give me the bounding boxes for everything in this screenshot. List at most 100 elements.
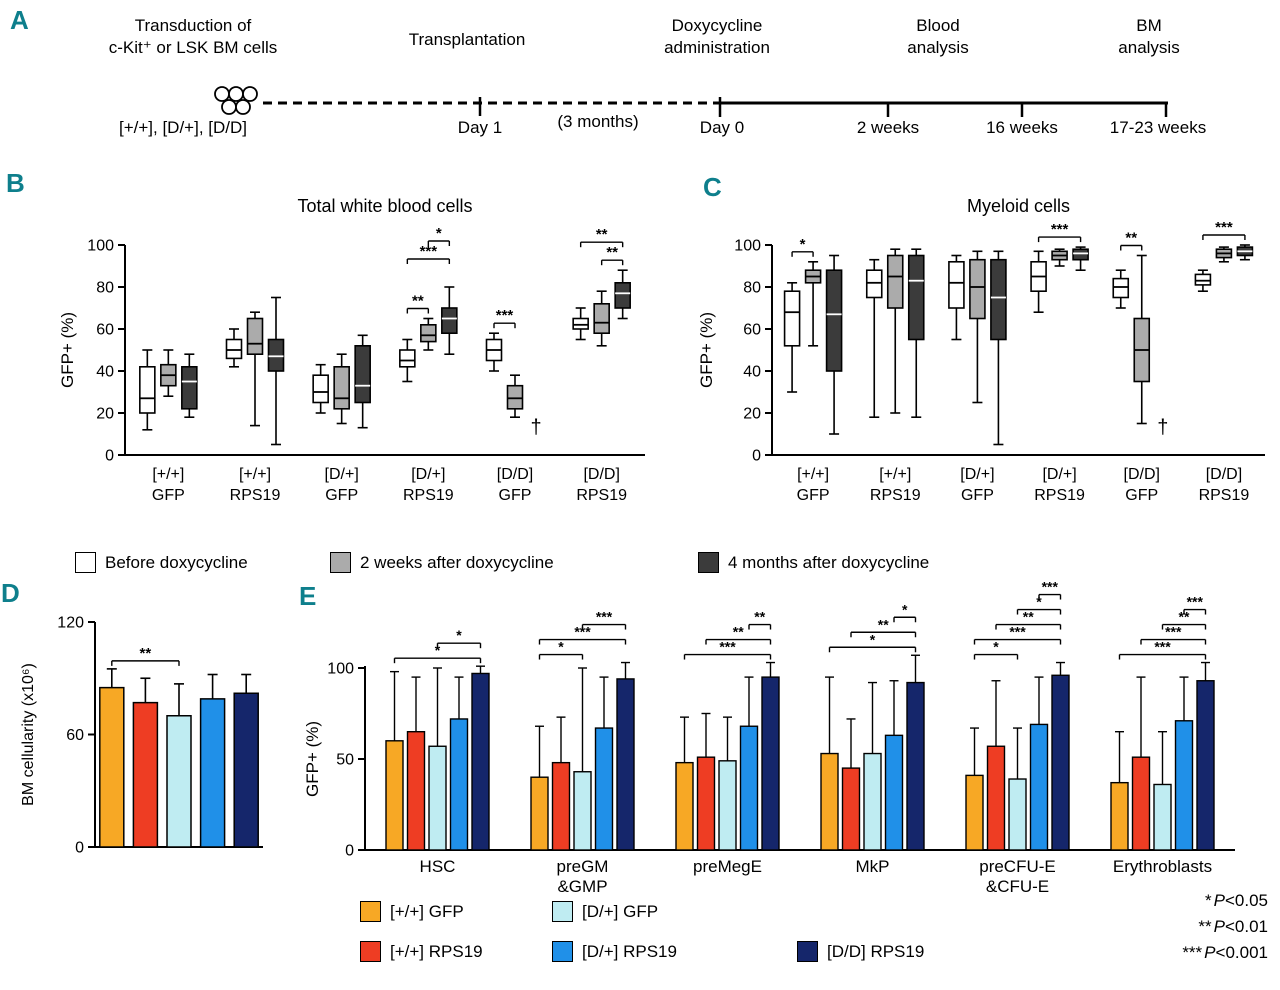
svg-text:[D/D]: [D/D]: [497, 466, 533, 483]
svg-text:GFP: GFP: [152, 487, 185, 504]
bm-cells-icon: [214, 86, 258, 115]
box-group-DD-GFP: [D/D] GFP † **: [1112, 230, 1168, 504]
svg-text:GFP: GFP: [325, 487, 358, 504]
svg-text:***: ***: [496, 307, 514, 324]
svg-text:80: 80: [96, 280, 114, 297]
stage-transduction-line1: Transduction of: [134, 16, 252, 35]
svg-text:**: **: [596, 226, 608, 243]
pvalue-val-2: <0.01: [1224, 917, 1268, 936]
panel-label-a: A: [10, 5, 29, 35]
box-group-DD-RPS19: [D/D] RPS19 ***: [1194, 219, 1254, 504]
box-group--GFP: [+/+] GFP: [139, 349, 198, 504]
stage-transplantation: Transplantation: [408, 30, 526, 49]
legend-swatch-wt-rps19: [360, 941, 381, 962]
bar-group-HSC: HSC * *: [385, 627, 490, 876]
svg-text:40: 40: [743, 364, 761, 381]
stage-blood-line1: Blood: [916, 16, 960, 35]
stage-bm-line1: BM: [1136, 16, 1162, 35]
svg-text:***: ***: [596, 609, 613, 625]
legend-label-wt-gfp: [+/+] GFP: [390, 901, 464, 921]
svg-text:[D/D]: [D/D]: [1124, 466, 1160, 483]
svg-text:[D/+]: [D/+]: [325, 466, 359, 483]
legend-4months-after: 4 months after doxycycline: [698, 552, 929, 573]
svg-text:†: †: [1157, 417, 1168, 439]
svg-text:20: 20: [743, 406, 761, 423]
svg-text:[D/D]: [D/D]: [1206, 466, 1242, 483]
svg-text:*: *: [800, 236, 806, 253]
stage-blood-line2: analysis: [907, 38, 969, 57]
timeline-day0-label: Day 0: [699, 118, 745, 137]
bar-group-preCFUECFUE: preCFU-E&CFU-E**********: [965, 579, 1070, 896]
svg-text:***: ***: [1187, 594, 1204, 610]
svg-text:***: ***: [420, 243, 438, 260]
svg-text:0: 0: [75, 840, 84, 857]
svg-text:**: **: [1125, 230, 1137, 247]
pvalue-sym-1: P: [1213, 891, 1225, 910]
legend-wt-rps19: [+/+] RPS19: [360, 941, 483, 962]
pvalue-line-3: *** P<0.001: [1182, 940, 1268, 966]
svg-text:GFP: GFP: [961, 487, 994, 504]
panel-label-e: E: [299, 581, 317, 611]
pvalue-stars-1: *: [1205, 891, 1212, 910]
svg-text:&CFU-E: &CFU-E: [986, 877, 1049, 896]
pvalue-sym-3: P: [1204, 943, 1216, 962]
box-group--RPS19: [+/+] RPS19: [865, 248, 925, 504]
svg-text:*: *: [993, 639, 999, 655]
pvalue-line-2: ** P<0.01: [1182, 914, 1268, 940]
svg-text:GFP+ (%): GFP+ (%): [303, 721, 322, 797]
timeline-genotypes-label: [+/+], [D/+], [D/D]: [118, 118, 248, 137]
svg-text:***: ***: [1165, 624, 1182, 640]
svg-text:***: ***: [1009, 624, 1026, 640]
bar-DGFP: [166, 683, 192, 848]
svg-text:**: **: [754, 609, 765, 625]
svg-text:***: ***: [1215, 219, 1233, 236]
svg-text:***: ***: [1051, 221, 1069, 238]
box-group--RPS19: [+/+] RPS19: [225, 296, 285, 504]
svg-text:100: 100: [734, 238, 761, 255]
svg-text:60: 60: [66, 727, 84, 744]
legend-wt-gfp: [+/+] GFP: [360, 901, 464, 922]
box-group-DD-RPS19: [D/D] RPS19 ****: [572, 226, 631, 504]
bar-group-MkP: MkP****: [820, 601, 925, 876]
legend-swatch-dplus-gfp: [552, 901, 573, 922]
svg-text:*: *: [1036, 594, 1042, 610]
svg-text:***: ***: [574, 624, 591, 640]
svg-text:40: 40: [96, 364, 114, 381]
svg-text:GFP: GFP: [1125, 487, 1158, 504]
svg-text:[D/+]: [D/+]: [960, 466, 994, 483]
svg-text:GFP: GFP: [499, 487, 532, 504]
bar-DRPS19: [199, 673, 226, 848]
svg-text:100: 100: [87, 238, 114, 255]
stage-transduction-line2: c-Kit⁺ or LSK BM cells: [108, 38, 278, 57]
bar-GFP: [99, 668, 125, 848]
legend-dplus-rps19: [D/+] RPS19: [552, 941, 677, 962]
pvalue-val-3: <0.001: [1215, 943, 1268, 962]
svg-text:RPS19: RPS19: [230, 487, 281, 504]
svg-text:**: **: [1023, 609, 1034, 625]
legend-label-4months: 4 months after doxycycline: [728, 552, 930, 572]
svg-text:RPS19: RPS19: [403, 487, 454, 504]
box-group-DD-GFP: [D/D] GFP † ***: [485, 307, 542, 504]
svg-text:*: *: [902, 601, 908, 617]
legend-label-dplus-gfp: [D/+] GFP: [582, 901, 659, 921]
pvalue-stars-2: **: [1198, 917, 1212, 936]
svg-text:HSC: HSC: [420, 857, 456, 876]
stage-doxycycline-line1: Doxycycline: [671, 16, 763, 35]
panel-label-c: C: [703, 172, 722, 202]
timeline-16weeks-label: 16 weeks: [986, 118, 1058, 137]
svg-text:**: **: [412, 293, 424, 310]
timeline-3months-label: (3 months): [557, 112, 639, 131]
svg-text:GFP+ (%): GFP+ (%): [697, 312, 716, 388]
svg-text:Erythroblasts: Erythroblasts: [1113, 857, 1212, 876]
svg-text:60: 60: [96, 322, 114, 339]
pvalue-line-1: * P<0.05: [1182, 888, 1268, 914]
legend-swatch-dd-rps19: [797, 941, 818, 962]
svg-text:*: *: [436, 225, 442, 242]
stage-bm-line2: analysis: [1118, 38, 1180, 57]
svg-text:***: ***: [1154, 639, 1171, 655]
legend-swatch-wt-gfp: [360, 901, 381, 922]
svg-text:50: 50: [336, 752, 354, 769]
panel-c-boxplot: Myeloid cells GFP+ (%) 0 20 40 60 80 100 [+/+] GF…: [697, 196, 1265, 504]
legend-dplus-gfp: [D/+] GFP: [552, 901, 658, 922]
svg-text:***: ***: [1042, 579, 1059, 595]
